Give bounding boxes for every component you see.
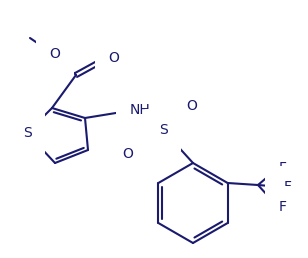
Text: F: F xyxy=(279,161,287,175)
Text: S: S xyxy=(159,123,167,137)
Text: S: S xyxy=(22,126,31,140)
Text: O: O xyxy=(123,147,133,161)
Text: F: F xyxy=(279,200,287,214)
Text: O: O xyxy=(50,47,60,61)
Text: O: O xyxy=(187,99,197,113)
Text: NH: NH xyxy=(130,103,151,117)
Text: O: O xyxy=(108,51,120,65)
Text: F: F xyxy=(284,180,292,194)
